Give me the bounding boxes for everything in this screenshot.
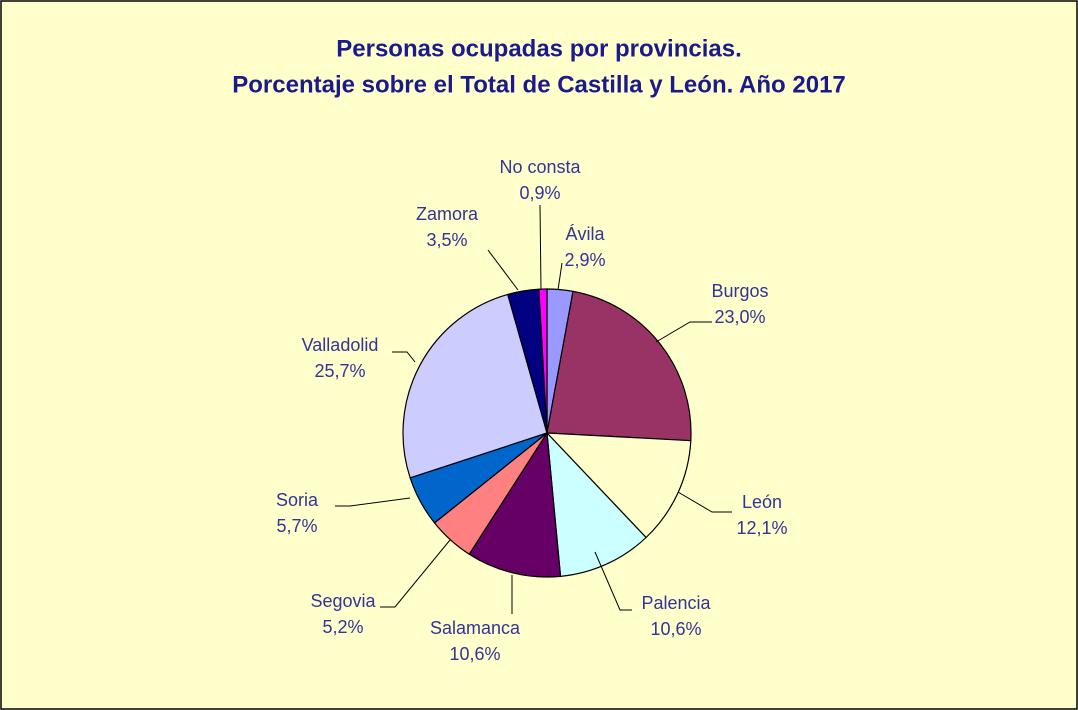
slice-label: Soria <box>276 490 319 510</box>
leader-line <box>594 551 632 611</box>
slice-label: Valladolid <box>302 335 379 355</box>
slice-value-label: 0,9% <box>519 183 560 203</box>
slice-label: Segovia <box>310 591 376 611</box>
slice-label: Ávila <box>565 224 605 244</box>
chart-title: Personas ocupadas por provincias. <box>336 35 741 62</box>
slice-label: Zamora <box>416 204 479 224</box>
slice-value-label: 12,1% <box>736 518 787 538</box>
leader-line <box>487 249 519 291</box>
pie-slice <box>546 431 647 578</box>
slice-value-label: 5,7% <box>276 516 317 536</box>
leader-line <box>335 497 411 507</box>
slice-label: Palencia <box>641 593 711 613</box>
slice-value-label: 3,5% <box>426 230 467 250</box>
pie-slice <box>546 290 692 442</box>
chart-subtitle: Porcentaje sobre el Total de Castilla y … <box>232 71 846 98</box>
slice-label: Salamanca <box>430 618 521 638</box>
leader-line <box>655 321 712 343</box>
slice-label: Burgos <box>711 281 768 301</box>
slice-value-label: 2,9% <box>564 250 605 270</box>
pie-slice <box>402 293 548 479</box>
slice-value-label: 5,2% <box>322 617 363 637</box>
leader-line <box>539 204 542 291</box>
leader-line <box>380 539 451 608</box>
slice-value-label: 10,6% <box>650 619 701 639</box>
slice-value-label: 25,7% <box>314 361 365 381</box>
pie-slice <box>468 431 562 578</box>
slice-value-label: 10,6% <box>449 644 500 664</box>
pie-slice <box>538 288 548 434</box>
slice-label: No consta <box>499 157 581 177</box>
pie-slice <box>545 432 692 539</box>
slice-value-label: 23,0% <box>714 307 765 327</box>
leader-line <box>677 491 732 513</box>
leader-line <box>557 262 563 291</box>
slice-label: León <box>742 492 782 512</box>
leader-line <box>392 351 416 363</box>
